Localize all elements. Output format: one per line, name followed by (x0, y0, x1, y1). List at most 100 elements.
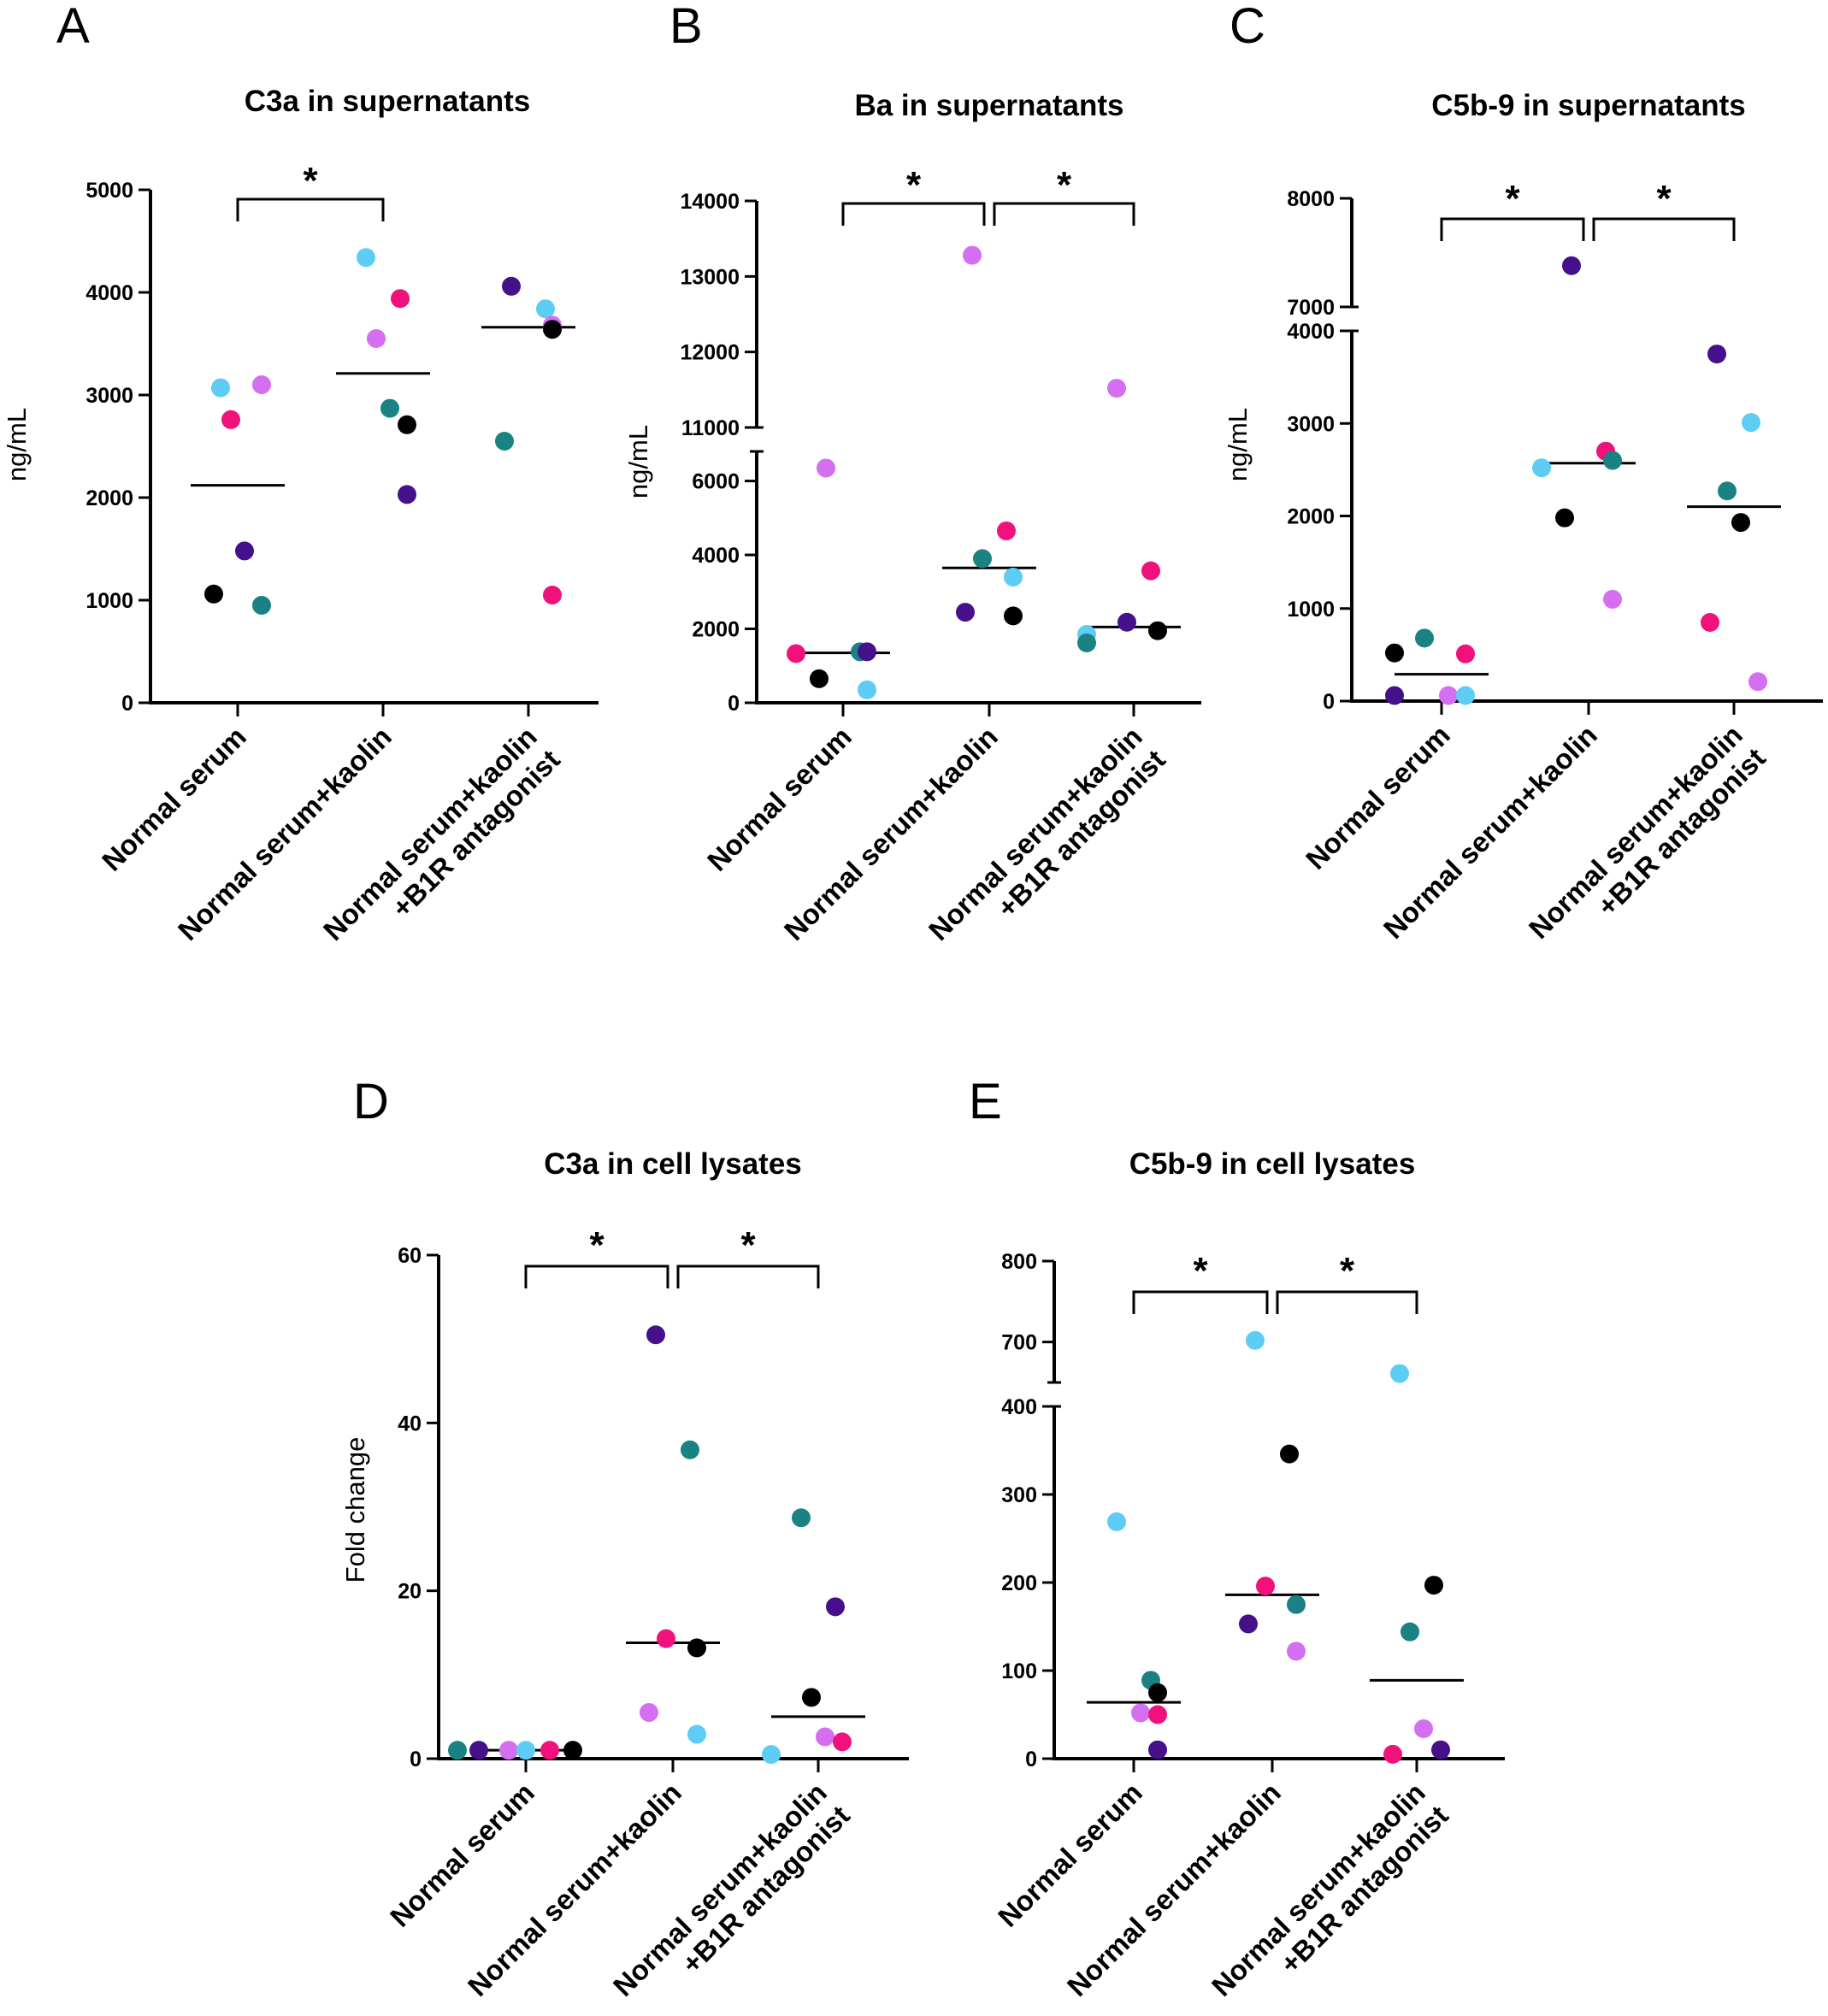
y-tick-label: 700 (1001, 1331, 1037, 1355)
significance-star: * (1505, 178, 1520, 220)
y-axis-label: ng/mL (1223, 408, 1253, 481)
x-tick-label-line: Normal serum (96, 721, 252, 877)
y-axis-label: Fold change (340, 1437, 370, 1583)
y-tick-label: 8000 (1287, 187, 1335, 211)
y-tick-label: 0 (728, 692, 740, 716)
y-tick-label: 0 (121, 692, 133, 716)
y-tick-label: 60 (398, 1244, 422, 1268)
y-tick-label: 4000 (86, 281, 133, 305)
data-point (536, 299, 555, 319)
data-point (221, 410, 240, 429)
panel-letter: D (353, 1074, 389, 1129)
panel-a: A C3a in supernatants ng/mL 0 1000 2000 3000 40… (2, 0, 599, 946)
data-point (1004, 606, 1023, 626)
significance-star: * (589, 1224, 604, 1266)
data-point (646, 1325, 665, 1345)
data-point (1383, 1744, 1402, 1764)
data-point (252, 375, 271, 394)
significance-star: * (1057, 164, 1072, 206)
chart-title: C3a in supernatants (245, 85, 531, 118)
data-point (681, 1440, 699, 1459)
data-point (204, 584, 223, 604)
data-point (1603, 589, 1622, 609)
data-point (1718, 481, 1737, 501)
x-tick-label-line: Normal serum (1300, 719, 1456, 875)
panel-d: D C3a in cell lysates Fold change 0 20 40 60 No… (340, 1074, 909, 2002)
significance-bracket (676, 1264, 820, 1288)
data-point (1424, 1576, 1443, 1595)
data-point (1148, 1705, 1167, 1724)
data-point (543, 586, 562, 604)
data-point (398, 485, 416, 504)
panel-letter: A (56, 0, 90, 54)
data-point (1256, 1577, 1275, 1596)
y-tick-label: 3000 (86, 384, 133, 408)
data-point (1707, 345, 1726, 364)
significance-star: * (740, 1224, 756, 1266)
data-point (1107, 379, 1126, 398)
x-tick-label: Normal serum (992, 1777, 1148, 1933)
data-point (858, 680, 876, 699)
data-point (1287, 1595, 1306, 1614)
x-tick-label-line: Normal serum (384, 1777, 540, 1933)
data-point (1390, 1364, 1409, 1383)
significance-bracket (993, 202, 1135, 226)
data-point (1239, 1614, 1258, 1634)
significance-bracket (841, 202, 986, 226)
data-point (963, 245, 982, 265)
data-point (235, 541, 254, 561)
panel-letter: B (669, 0, 703, 54)
data-point (762, 1745, 781, 1765)
data-point (1415, 628, 1434, 648)
y-axis-label: ng/mL (2, 408, 32, 481)
y-tick-label: 4000 (692, 544, 740, 568)
significance-bracket (1440, 217, 1585, 241)
y-tick-label: 0 (410, 1748, 422, 1771)
significance-star: * (1656, 178, 1672, 220)
x-tick-label: Normal serum (1300, 719, 1456, 875)
data-point (540, 1741, 559, 1760)
y-tick-label: 300 (1001, 1483, 1037, 1507)
y-tick-label: 7000 (1287, 296, 1335, 320)
panel-letter: C (1229, 0, 1265, 54)
data-point (1287, 1642, 1306, 1661)
data-point (1439, 686, 1458, 705)
data-point (1385, 686, 1404, 705)
significance-star: * (1340, 1250, 1355, 1292)
significance-bracket (1276, 1290, 1418, 1314)
y-tick-label: 13000 (680, 265, 740, 289)
data-point (1562, 256, 1581, 275)
data-point (1141, 561, 1160, 581)
data-point (1385, 643, 1404, 663)
data-point (956, 603, 975, 622)
y-tick-label: 6000 (692, 470, 740, 494)
data-point (1532, 458, 1551, 478)
data-point (502, 276, 521, 296)
y-tick-label: 100 (1001, 1659, 1037, 1683)
panel-b: B Ba in supernatants ng/mL 0 2000 4000 6000 110… (623, 0, 1201, 946)
significance-bracket (236, 197, 385, 221)
data-point (469, 1741, 488, 1760)
data-point (448, 1741, 467, 1760)
data-point (816, 1727, 834, 1747)
data-point (367, 329, 386, 348)
data-point (543, 320, 562, 339)
data-point (973, 549, 992, 569)
significance-bracket (1592, 217, 1736, 241)
significance-star: * (303, 160, 318, 202)
data-point (1148, 1683, 1167, 1702)
data-point (1603, 451, 1622, 470)
data-point (380, 398, 399, 418)
y-tick-label: 400 (1001, 1395, 1037, 1419)
y-tick-label: 1000 (86, 589, 133, 613)
data-point (817, 458, 835, 478)
x-tick-label: Normal serum (384, 1777, 540, 1933)
data-point (1456, 686, 1475, 705)
data-point (1456, 644, 1475, 663)
data-point (1742, 413, 1760, 433)
data-point (211, 378, 230, 398)
data-point (252, 596, 271, 615)
chart-title: C3a in cell lysates (544, 1147, 802, 1181)
data-point (826, 1597, 845, 1617)
data-point (1400, 1622, 1419, 1642)
